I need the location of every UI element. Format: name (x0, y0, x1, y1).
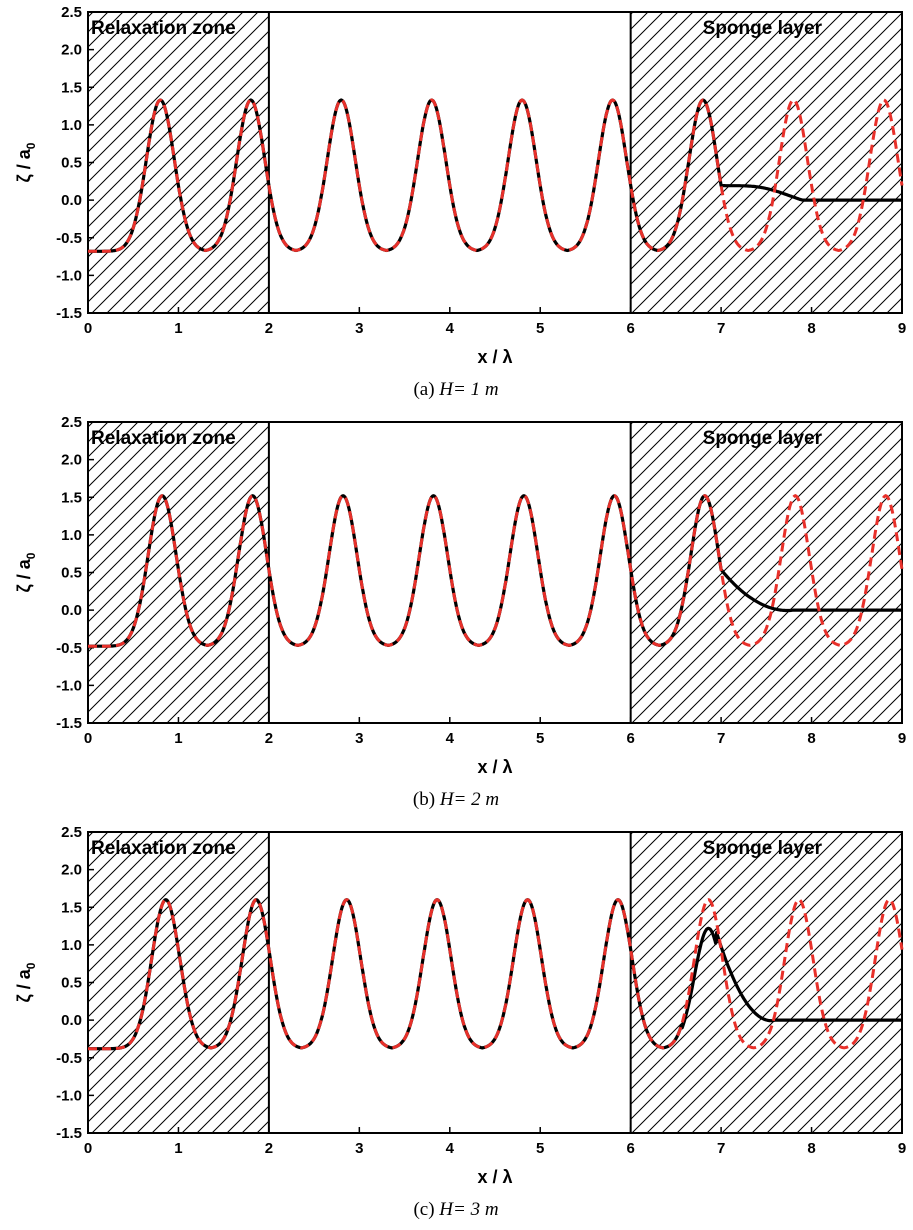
x-axis-label: x / λ (477, 347, 512, 367)
x-tick-label: 3 (355, 1140, 363, 1157)
chart-panel-2: Relaxation zone Sponge layer -1.5 -1.0 -0.5 0… (14, 824, 906, 1220)
x-tick-label: 2 (265, 730, 273, 747)
y-tick-label: 1.5 (61, 489, 82, 506)
x-tick-label: 8 (807, 1140, 815, 1157)
y-tick-label: 0.5 (61, 155, 82, 172)
x-tick-label: 5 (536, 730, 544, 747)
zone-label: Sponge layer (703, 18, 823, 39)
y-tick-label: -1.0 (56, 677, 82, 694)
x-tick-label: 1 (174, 320, 182, 337)
y-axis-label: ζ / a0 (14, 962, 38, 1002)
x-tick-label: 6 (626, 320, 634, 337)
y-tick-label: -0.5 (56, 640, 82, 657)
y-tick-label: 2.5 (61, 4, 82, 21)
x-tick-label: 7 (717, 320, 725, 337)
y-tick-label: 1.5 (61, 899, 82, 916)
zone-hatch (629, 11, 904, 314)
x-tick-label: 9 (898, 320, 906, 337)
zone-hatch (629, 421, 904, 724)
series-dashed-line (88, 898, 904, 1051)
x-tick-label: 5 (536, 1140, 544, 1157)
chart-panel-1: Relaxation zone Sponge layer -1.5 -1.0 -0.5 0… (14, 414, 906, 810)
x-tick-label: 8 (807, 320, 815, 337)
y-tick-label: 2.5 (61, 824, 82, 841)
y-tick-label: 1.5 (61, 79, 82, 96)
y-tick-label: 2.5 (61, 414, 82, 431)
zone-hatch (629, 831, 904, 1134)
zone-hatch (87, 11, 270, 314)
y-tick-label: 0.0 (61, 1012, 82, 1029)
y-tick-label: -1.0 (56, 1087, 82, 1104)
x-tick-label: 1 (174, 1140, 182, 1157)
y-tick-label: 0.5 (61, 975, 82, 992)
y-tick-label: 2.0 (61, 862, 82, 879)
y-tick-label: -1.0 (56, 267, 82, 284)
x-tick-label: 4 (446, 730, 455, 747)
y-tick-label: 1.0 (61, 937, 82, 954)
series-dashed-line (88, 98, 904, 253)
x-tick-label: 0 (84, 730, 92, 747)
y-tick-label: 1.0 (61, 117, 82, 134)
x-tick-label: 2 (265, 1140, 273, 1157)
x-tick-label: 0 (84, 1140, 92, 1157)
y-tick-label: -0.5 (56, 1050, 82, 1067)
y-axis-label: ζ / a0 (14, 552, 38, 592)
x-axis-label: x / λ (477, 1167, 512, 1187)
y-tick-label: -1.5 (56, 715, 82, 732)
x-tick-label: 7 (717, 730, 725, 747)
y-tick-label: -0.5 (56, 230, 82, 247)
y-tick-label: 2.0 (61, 42, 82, 59)
x-axis-label: x / λ (477, 757, 512, 777)
zone-label: Sponge layer (703, 838, 823, 859)
x-tick-label: 6 (626, 1140, 634, 1157)
zone-label: Sponge layer (703, 428, 823, 449)
y-tick-label: 0.5 (61, 565, 82, 582)
y-tick-label: -1.5 (56, 305, 82, 322)
zone-label: Relaxation zone (91, 428, 236, 449)
x-tick-label: 8 (807, 730, 815, 747)
panel-caption: (c) H= 3 m (413, 1199, 498, 1220)
y-tick-label: 2.0 (61, 452, 82, 469)
zone-hatch (87, 831, 270, 1134)
y-tick-label: -1.5 (56, 1125, 82, 1142)
x-tick-label: 4 (446, 320, 455, 337)
chart-panel-0: Relaxation zone Sponge layer -1.5 -1.0 -0.5 0… (14, 4, 906, 400)
x-tick-label: 4 (446, 1140, 455, 1157)
x-tick-label: 6 (626, 730, 634, 747)
x-tick-label: 7 (717, 1140, 725, 1157)
y-tick-label: 1.0 (61, 527, 82, 544)
panel-caption: (a) H= 1 m (413, 379, 498, 400)
x-tick-label: 3 (355, 320, 363, 337)
panel-caption: (b) H= 2 m (413, 789, 499, 810)
x-tick-label: 9 (898, 730, 906, 747)
zone-label: Relaxation zone (91, 838, 236, 859)
zone-label: Relaxation zone (91, 18, 236, 39)
y-tick-label: 0.0 (61, 602, 82, 619)
x-tick-label: 0 (84, 320, 92, 337)
y-axis-label: ζ / a0 (14, 142, 38, 182)
x-tick-label: 5 (536, 320, 544, 337)
x-tick-label: 2 (265, 320, 273, 337)
x-tick-label: 3 (355, 730, 363, 747)
x-tick-label: 1 (174, 730, 182, 747)
x-tick-label: 9 (898, 1140, 906, 1157)
series-dashed-line (88, 494, 904, 648)
y-tick-label: 0.0 (61, 192, 82, 209)
